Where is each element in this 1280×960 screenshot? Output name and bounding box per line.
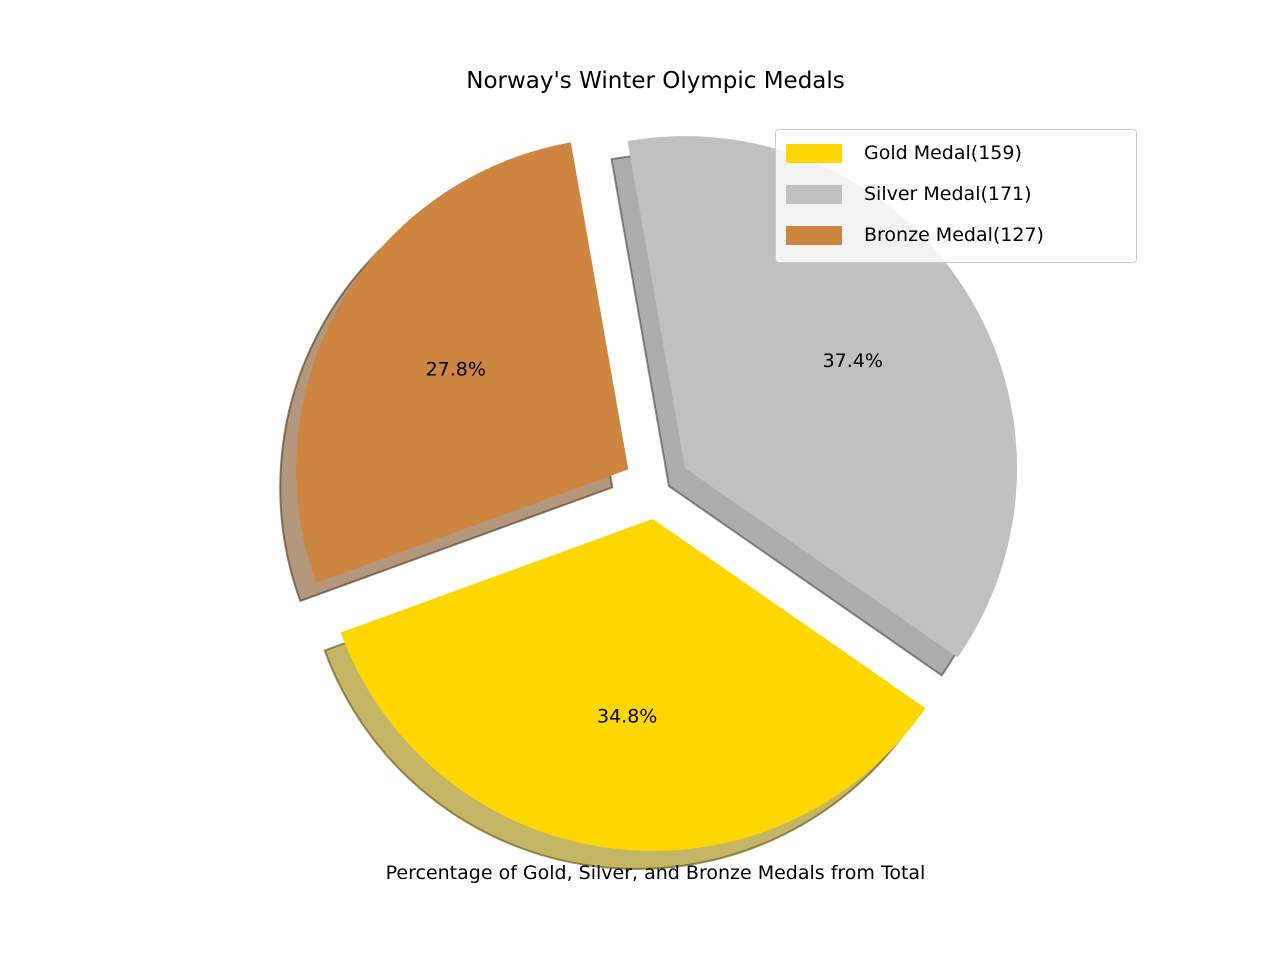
legend-label-bronze: Bronze Medal(127) xyxy=(864,224,1044,246)
pie-slice-silver xyxy=(627,136,1017,658)
legend-label-silver: Silver Medal(171) xyxy=(864,183,1032,205)
pct-label-silver: 37.4% xyxy=(823,350,883,372)
legend-swatch-gold xyxy=(786,144,842,163)
legend-label-gold: Gold Medal(159) xyxy=(864,142,1022,164)
pie-slices xyxy=(296,136,1017,851)
legend: Gold Medal(159) Silver Medal(171) Bronze… xyxy=(775,129,1137,263)
legend-swatch-silver xyxy=(786,185,842,204)
pie-slice-gold xyxy=(340,518,926,851)
pct-label-gold: 34.8% xyxy=(597,705,657,727)
pct-label-bronze: 27.8% xyxy=(426,359,486,381)
legend-item-gold: Gold Medal(159) xyxy=(776,140,1136,181)
legend-item-bronze: Bronze Medal(127) xyxy=(776,222,1136,263)
legend-item-silver: Silver Medal(171) xyxy=(776,181,1136,222)
pie-slice-bronze xyxy=(296,142,629,583)
chart-xlabel: Percentage of Gold, Silver, and Bronze M… xyxy=(385,862,926,884)
slice-labels: 34.8% 37.4% 27.8% xyxy=(426,350,883,728)
chart-title: Norway's Winter Olympic Medals xyxy=(466,68,845,94)
legend-swatch-bronze xyxy=(786,226,842,245)
